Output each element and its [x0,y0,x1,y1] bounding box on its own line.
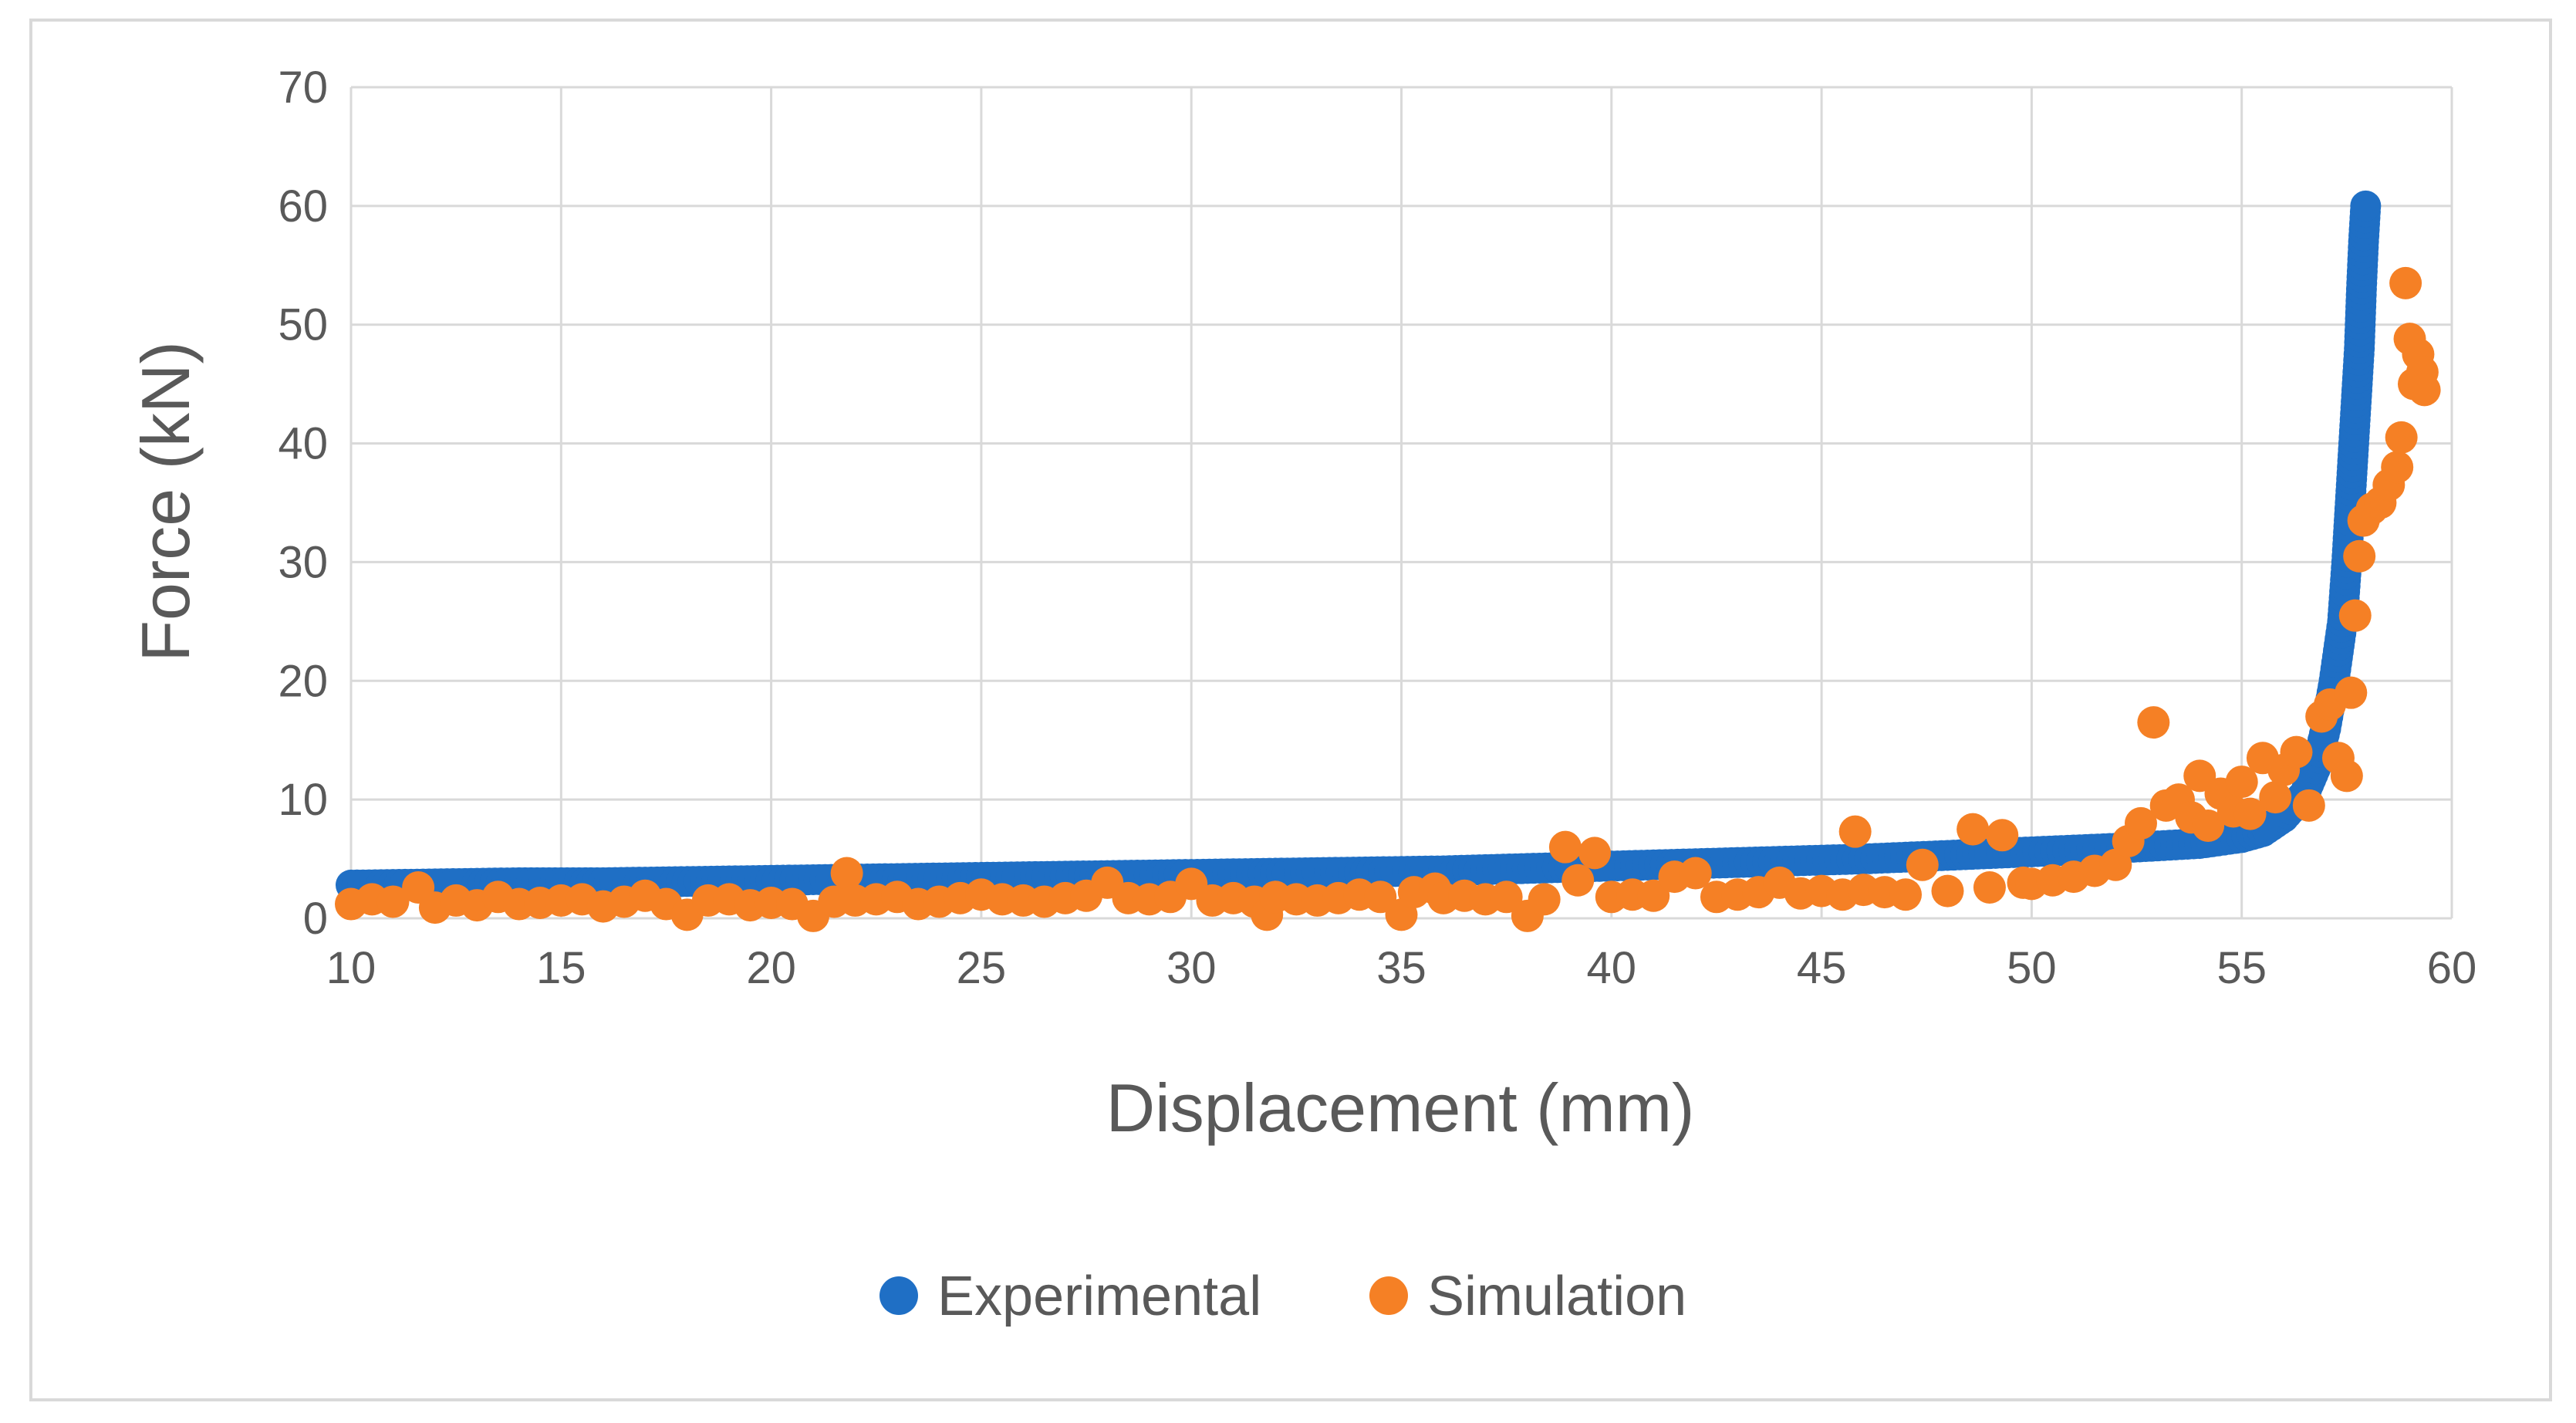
simulation-point [2192,809,2225,842]
simulation-point [2338,599,2372,632]
x-tick-label: 40 [1587,943,1637,993]
legend-label-simulation: Simulation [1427,1266,1686,1327]
y-axis-title: Force (kN) [127,341,204,662]
y-tick-label: 50 [278,300,328,350]
y-tick-label: 10 [278,775,328,825]
x-tick-label: 30 [1166,943,1217,993]
simulation-point [1889,878,1923,911]
simulation-point [1561,864,1595,897]
simulation-point [2381,451,2414,484]
simulation-point [830,857,863,890]
x-axis-title: Displacement (mm) [1106,1070,1695,1146]
simulation-point [1528,883,1561,916]
legend-label-experimental: Experimental [937,1266,1261,1327]
data-points [335,190,2441,932]
y-tick-label: 0 [303,894,328,944]
simulation-point [1578,837,1612,870]
simulation-point [2385,421,2418,454]
simulation-point [2124,806,2157,840]
legend: Experimental Simulation [879,1266,1686,1327]
simulation-point [1490,881,1523,914]
simulation-point [2330,759,2363,793]
y-tick-label: 70 [278,63,328,113]
simulation-point [2280,735,2313,769]
simulation-point [2137,706,2170,739]
simulation-point [2233,797,2267,830]
simulation-point [2225,766,2258,799]
simulation-point [1637,879,1670,912]
x-tick-label: 15 [536,943,586,993]
simulation-point [1679,857,1712,890]
y-tick-label: 40 [278,419,328,469]
simulation-point [2408,373,2441,407]
x-tick-label: 35 [1376,943,1426,993]
simulation-point [376,885,410,918]
simulation-point [2292,789,2325,822]
x-axis-ticks: 10 15 20 25 30 35 40 45 50 55 60 [326,943,2477,993]
x-tick-label: 60 [2427,943,2477,993]
x-tick-label: 25 [957,943,1007,993]
x-tick-label: 55 [2216,943,2267,993]
simulation-point [1973,870,2006,904]
y-tick-label: 20 [278,656,328,706]
x-tick-label: 45 [1797,943,1847,993]
y-tick-label: 60 [278,181,328,232]
experimental-point [2350,190,2382,221]
simulation-point [2389,266,2422,299]
simulation-point [1931,874,1964,908]
y-tick-label: 30 [278,537,328,587]
gridlines [349,86,2453,920]
simulation-point [1548,830,1582,864]
simulation-point [2335,676,2368,709]
simulation-point [2259,781,2292,814]
simulation-point [1986,819,2019,852]
simulation-point [1956,813,1990,846]
simulation-point [2343,539,2376,573]
simulation-point [1906,848,1939,881]
y-axis-ticks: 0 10 20 30 40 50 60 70 [278,63,328,944]
simulation-point [1838,815,1872,848]
x-tick-label: 20 [746,943,796,993]
legend-marker-experimental [879,1276,918,1315]
x-tick-label: 10 [326,943,376,993]
x-tick-label: 50 [2007,943,2057,993]
legend-marker-simulation [1369,1276,1408,1315]
chart-frame [29,19,2552,1401]
simulation-point [2099,848,2132,881]
